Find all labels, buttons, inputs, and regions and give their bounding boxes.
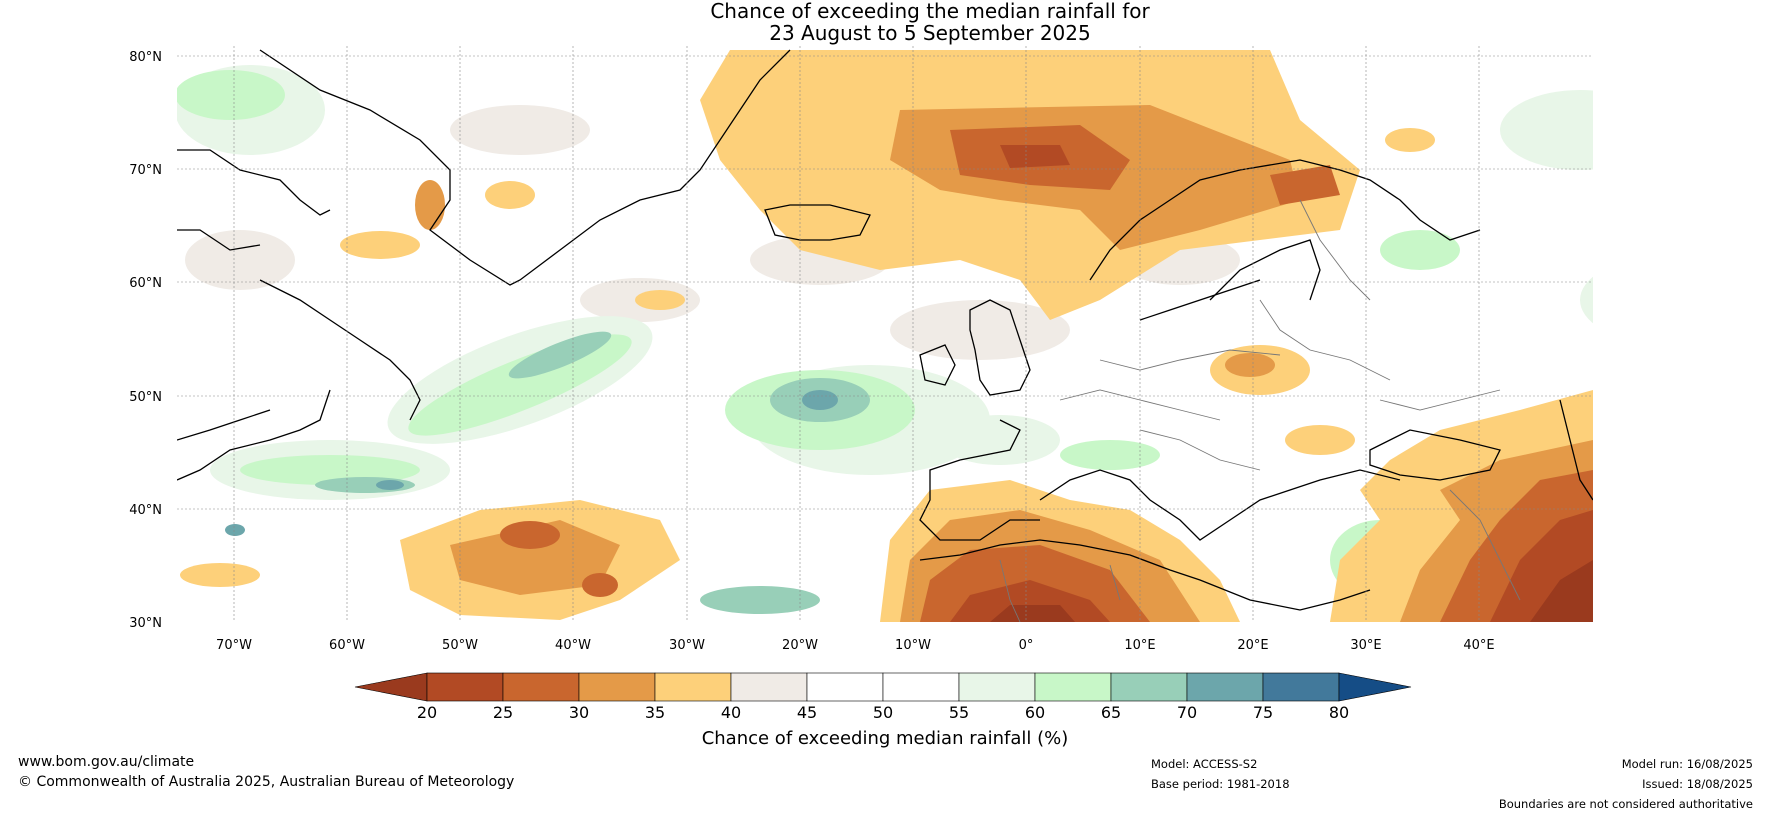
colorbar-segment <box>426 672 504 702</box>
map-title-line-1: Chance of exceeding the median rainfall … <box>710 0 1150 23</box>
colorbar-segment <box>1186 672 1264 702</box>
colorbar-label: Chance of exceeding median rainfall (%) <box>701 728 1069 749</box>
lon-label: 60°W <box>329 638 365 653</box>
base-period: Base period: 1981-2018 <box>1151 777 1290 791</box>
lon-label: 40°E <box>1463 638 1494 653</box>
colorbar-tick-label: 75 <box>1253 703 1273 722</box>
lon-label: 70°W <box>216 638 252 653</box>
lon-label: 30°E <box>1350 638 1381 653</box>
colorbar-tick-label: 50 <box>873 703 893 722</box>
lon-label: 10°W <box>895 638 931 653</box>
colorbar-tick-label: 40 <box>721 703 741 722</box>
longitude-labels: 70°W 60°W 50°W 40°W 30°W 20°W 10°W 0° 10… <box>216 638 1495 653</box>
website-link[interactable]: www.bom.gov.au/climate <box>18 754 195 770</box>
colorbar-segment <box>654 672 732 702</box>
copyright-text: © Commonwealth of Australia 2025, Austra… <box>18 774 515 790</box>
colorbar-tick-label: 65 <box>1101 703 1121 722</box>
lon-label: 20°W <box>782 638 818 653</box>
probability-shading <box>177 50 1593 622</box>
colorbar-tick-label: 45 <box>797 703 817 722</box>
colorbar-tick-label: 30 <box>569 703 589 722</box>
lon-label: 30°W <box>669 638 705 653</box>
lat-label: 60°N <box>129 276 162 291</box>
lat-label: 30°N <box>129 616 162 631</box>
colorbar-segment <box>806 672 884 702</box>
map-plot-area <box>177 46 1593 622</box>
lon-label: 20°E <box>1237 638 1268 653</box>
colorbar-extend-high <box>1338 672 1412 702</box>
colorbar-segment <box>1034 672 1112 702</box>
lat-label: 40°N <box>129 503 162 518</box>
disclaimer: Boundaries are not considered authoritat… <box>1498 797 1753 811</box>
colorbar-tick-label: 80 <box>1329 703 1349 722</box>
model-name: Model: ACCESS-S2 <box>1151 757 1258 771</box>
colorbar: 20 25 30 35 40 45 50 55 60 65 70 75 80 <box>354 672 1412 722</box>
gridlines <box>177 46 1593 622</box>
lat-label: 80°N <box>129 50 162 65</box>
lat-label: 50°N <box>129 390 162 405</box>
colorbar-segment <box>578 672 656 702</box>
lon-label: 10°E <box>1124 638 1155 653</box>
colorbar-extend-low <box>354 672 428 702</box>
colorbar-tick-label: 70 <box>1177 703 1197 722</box>
colorbar-tick-label: 55 <box>949 703 969 722</box>
lon-label: 40°W <box>555 638 591 653</box>
map-title-line-2: 23 August to 5 September 2025 <box>769 21 1091 45</box>
issued-date: Issued: 18/08/2025 <box>1642 777 1753 791</box>
colorbar-segment <box>958 672 1036 702</box>
lat-label: 70°N <box>129 163 162 178</box>
colorbar-segment <box>1262 672 1340 702</box>
colorbar-segment <box>502 672 580 702</box>
colorbar-segment <box>1110 672 1188 702</box>
model-run-date: Model run: 16/08/2025 <box>1621 757 1753 771</box>
lon-label: 0° <box>1019 638 1034 653</box>
colorbar-tick-label: 20 <box>417 703 437 722</box>
colorbar-tick-label: 35 <box>645 703 665 722</box>
colorbar-tick-label: 25 <box>493 703 513 722</box>
colorbar-segment <box>882 672 960 702</box>
colorbar-segment <box>730 672 808 702</box>
colorbar-tick-label: 60 <box>1025 703 1045 722</box>
lon-label: 50°W <box>442 638 478 653</box>
latitude-labels: 80°N 70°N 60°N 50°N 40°N 30°N <box>129 50 162 631</box>
coastlines <box>177 49 1593 611</box>
